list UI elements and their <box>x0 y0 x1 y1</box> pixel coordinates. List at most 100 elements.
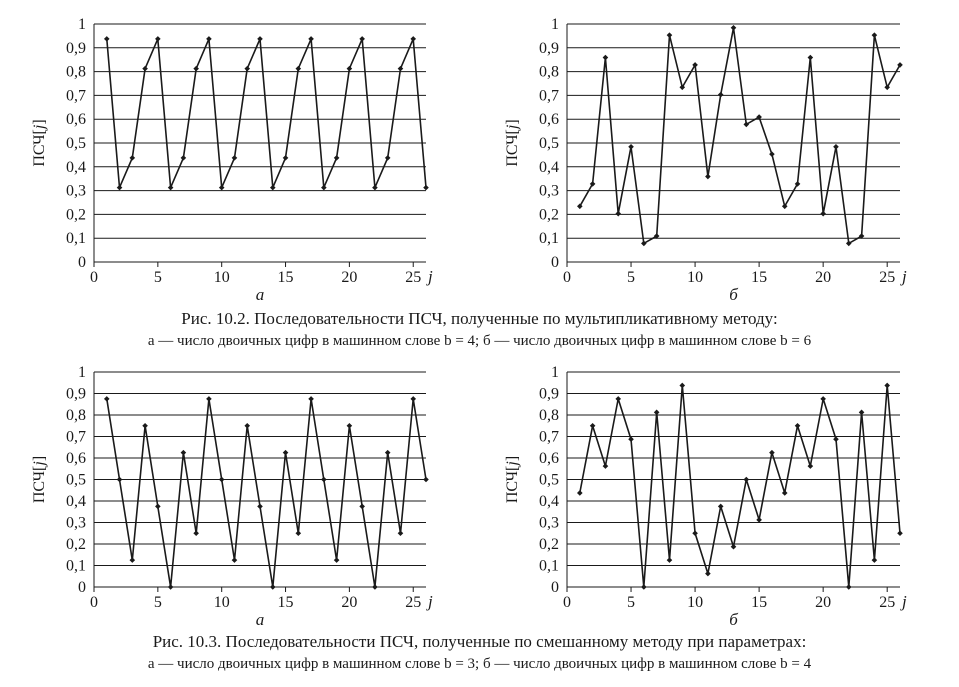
x-tick-label: 5 <box>154 269 162 286</box>
data-point <box>206 36 212 42</box>
y-tick-label: 0,9 <box>66 386 86 403</box>
data-point <box>602 54 609 61</box>
y-tick-label: 0,2 <box>539 206 559 223</box>
data-point <box>679 84 686 91</box>
y-tick-label: 0,1 <box>66 230 86 247</box>
data-point <box>756 114 762 120</box>
data-point <box>871 557 878 563</box>
data-point <box>384 155 391 161</box>
data-point <box>577 490 583 496</box>
y-tick-label: 0,2 <box>66 206 86 223</box>
x-tick-label: 0 <box>90 269 98 286</box>
data-point <box>244 65 251 72</box>
data-point <box>781 490 788 496</box>
y-axis-label: ПСЧ[j] <box>504 119 521 166</box>
x-tick-label: 15 <box>278 594 294 611</box>
data-point <box>666 557 673 563</box>
data-point <box>589 422 596 429</box>
data-point <box>884 382 890 389</box>
data-point <box>282 449 289 456</box>
y-tick-label: 0,3 <box>66 515 86 532</box>
figure-10-3-caption: Рис. 10.3. Последовательности ПСЧ, получ… <box>152 632 807 651</box>
series-line <box>579 385 901 588</box>
y-tick-label: 0,6 <box>539 111 559 128</box>
data-point <box>218 184 225 191</box>
data-point <box>155 503 161 510</box>
chart-10-2-a: 00,10,20,30,40,50,60,70,80,910 5 10 15 20 25 j… <box>31 16 433 304</box>
data-point <box>333 557 340 563</box>
y-tick-label: 0,8 <box>66 407 86 424</box>
data-point <box>116 476 123 483</box>
x-tick-label: 5 <box>627 594 635 611</box>
data-point <box>423 476 429 483</box>
data-point <box>193 530 199 537</box>
y-tick-label: 0,4 <box>66 159 86 176</box>
data-point <box>142 65 148 72</box>
x-tick-label: 5 <box>154 594 162 611</box>
y-tick-label: 0,4 <box>539 159 559 176</box>
x-axis-label: j <box>900 592 907 611</box>
data-point <box>807 54 814 61</box>
data-point <box>167 184 174 191</box>
y-tick-label: 0,3 <box>539 515 559 532</box>
data-point <box>180 449 187 456</box>
y-tick-label: 0 <box>551 254 559 271</box>
data-point <box>410 36 417 42</box>
panel-label: б <box>729 285 738 304</box>
x-tick-label: 25 <box>879 269 895 286</box>
data-point <box>705 570 711 577</box>
data-point <box>295 65 302 72</box>
x-tick-label: 25 <box>405 269 421 286</box>
data-point <box>602 463 609 469</box>
data-point <box>871 32 878 38</box>
data-point <box>282 155 289 161</box>
data-point <box>743 121 750 128</box>
y-tick-label: 0,8 <box>539 64 559 81</box>
y-tick-label: 0,9 <box>66 40 86 57</box>
x-axis-label: j <box>900 267 907 286</box>
panel-label: а <box>256 610 265 629</box>
data-point <box>384 449 391 456</box>
data-point <box>730 25 737 31</box>
data-point <box>679 382 686 389</box>
data-point <box>397 530 404 537</box>
data-point <box>346 65 353 72</box>
y-tick-label: 0,2 <box>539 536 559 553</box>
y-tick-label: 0,6 <box>539 450 559 467</box>
data-point <box>372 184 378 191</box>
data-point <box>845 240 852 247</box>
x-tick-label: 10 <box>214 594 230 611</box>
x-tick-label: 0 <box>563 269 571 286</box>
y-axis-label: ПСЧ[j] <box>504 456 521 503</box>
data-point <box>769 151 775 157</box>
data-point <box>295 530 302 537</box>
data-point <box>717 91 724 98</box>
data-point <box>218 476 225 483</box>
data-point <box>769 449 775 456</box>
x-tick-label: 10 <box>687 594 703 611</box>
data-point <box>129 557 136 563</box>
data-point <box>231 557 238 563</box>
data-point <box>167 584 174 590</box>
x-tick-label: 20 <box>341 269 357 286</box>
data-point <box>308 396 314 402</box>
data-point <box>244 422 251 429</box>
data-point <box>321 184 327 191</box>
data-point <box>193 65 199 72</box>
y-tick-label: 1 <box>78 364 86 381</box>
y-tick-label: 0,1 <box>66 558 86 575</box>
data-point <box>308 36 314 42</box>
data-point <box>142 422 148 429</box>
data-point <box>321 476 327 483</box>
panel-label: б <box>729 610 738 629</box>
x-tick-label: 15 <box>278 269 294 286</box>
x-tick-label: 25 <box>405 594 421 611</box>
data-point <box>845 584 852 590</box>
data-point <box>743 476 750 483</box>
x-tick-label: 0 <box>563 594 571 611</box>
y-tick-label: 0,8 <box>539 407 559 424</box>
data-point <box>794 181 801 187</box>
figure-10-2-caption: Рис. 10.2. Последовательности ПСЧ, получ… <box>181 309 778 328</box>
data-point <box>717 503 724 510</box>
